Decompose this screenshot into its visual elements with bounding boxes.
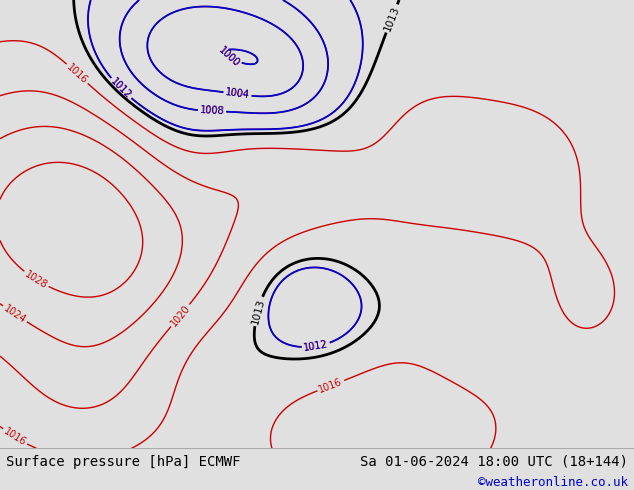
Text: 1016: 1016 xyxy=(2,426,28,447)
Text: Surface pressure [hPa] ECMWF: Surface pressure [hPa] ECMWF xyxy=(6,455,241,468)
Text: 1013: 1013 xyxy=(250,297,266,325)
Text: Sa 01-06-2024 18:00 UTC (18+144): Sa 01-06-2024 18:00 UTC (18+144) xyxy=(359,455,628,468)
Text: 1013: 1013 xyxy=(382,4,401,32)
Text: 1020: 1020 xyxy=(169,303,192,328)
Text: 1024: 1024 xyxy=(2,303,28,325)
Text: 1004: 1004 xyxy=(224,88,250,100)
Text: 1012: 1012 xyxy=(303,340,329,353)
Text: ©weatheronline.co.uk: ©weatheronline.co.uk xyxy=(477,476,628,489)
Text: 1012: 1012 xyxy=(108,76,133,101)
Text: 1028: 1028 xyxy=(23,269,49,290)
Text: 1000: 1000 xyxy=(216,46,241,69)
Text: 1008: 1008 xyxy=(200,105,224,117)
Text: 1012: 1012 xyxy=(303,340,329,353)
Text: 1016: 1016 xyxy=(65,62,89,86)
Text: 1012: 1012 xyxy=(108,76,133,101)
Text: 1016: 1016 xyxy=(318,376,344,395)
Text: 1000: 1000 xyxy=(216,46,241,69)
Text: 1004: 1004 xyxy=(224,88,250,100)
Text: 1008: 1008 xyxy=(200,105,224,117)
